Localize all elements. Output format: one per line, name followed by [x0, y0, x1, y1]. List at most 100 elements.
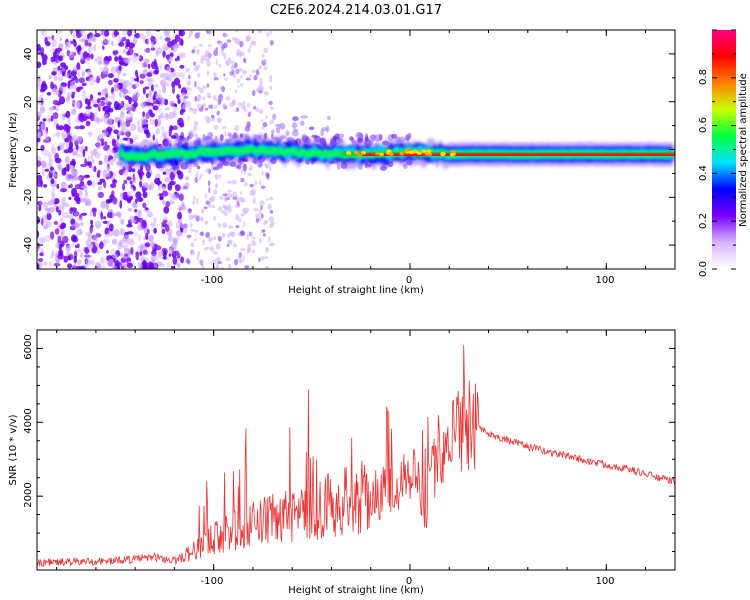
spectrogram-blob	[232, 37, 237, 41]
spectrogram-blob	[216, 257, 222, 262]
spectrogram-blob	[240, 102, 246, 110]
spectrogram-blob	[258, 83, 263, 90]
spectrogram-blob	[192, 201, 196, 205]
spectrogram-blob	[238, 252, 242, 258]
spectrogram-blob	[151, 84, 154, 92]
spectrogram-blob	[45, 136, 49, 142]
spectrogram-blob	[188, 107, 194, 112]
spectrogram-blob	[167, 176, 171, 182]
spectrogram-blob	[225, 59, 231, 67]
spectrogram-blob	[215, 58, 218, 66]
spectrogram-blob	[53, 262, 61, 267]
spectrogram-blob	[168, 128, 172, 137]
spectrogram-blob	[192, 108, 198, 115]
spectrogram-blob	[55, 243, 60, 249]
spectrogram-blob	[185, 181, 189, 188]
spectrogram-blob	[239, 259, 243, 264]
spectrogram-blob	[37, 263, 40, 269]
spectrogram-blob	[209, 197, 213, 204]
spectrogram-blob	[44, 36, 48, 45]
spectrogram-blob	[234, 258, 239, 266]
spectrogram-blob	[138, 234, 142, 242]
spectrogram-blob	[257, 30, 263, 34]
spectrogram-blob	[122, 49, 126, 54]
spectrogram-blob	[125, 46, 129, 50]
spectrogram-blob	[219, 85, 223, 90]
spectrogram-blob	[107, 73, 114, 79]
spectrogram-blob	[156, 245, 162, 251]
spectrogram-blob	[97, 136, 101, 142]
spectrogram-blob	[162, 85, 167, 94]
spectrogram-blob	[162, 199, 166, 206]
spectrogram-blob	[144, 86, 150, 90]
spectrogram-blob	[234, 124, 239, 132]
spectrogram-blob	[87, 244, 92, 250]
spectrogram-blob	[127, 250, 131, 258]
spectrogram-blob	[163, 219, 168, 223]
spectrogram-blob	[222, 103, 227, 109]
spectrogram-blob	[157, 118, 162, 127]
spectrogram-blob	[255, 213, 260, 219]
spectrogram-blob	[131, 219, 137, 223]
spectrogram-blob	[96, 249, 100, 254]
spectrogram-blob	[238, 67, 243, 72]
top-y-tick-label: -20	[23, 189, 34, 205]
spectrogram-blob	[122, 170, 129, 176]
spectrogram-blob	[169, 100, 175, 106]
spectrogram-blob	[49, 166, 54, 171]
spectrogram-blob	[69, 160, 76, 166]
spectrogram-blob	[162, 250, 167, 258]
spectrogram-blob	[136, 93, 140, 98]
spectrogram-blob	[334, 133, 340, 139]
spectrogram-blob	[184, 101, 187, 105]
spectrogram-blob	[92, 183, 95, 189]
spectrogram-blob	[89, 94, 94, 101]
spectrogram-blob	[136, 120, 140, 128]
spectrogram-blob	[37, 137, 41, 143]
spectrogram-blob	[173, 77, 180, 86]
spectrogram-blob	[268, 236, 271, 243]
spectrogram-blob	[261, 53, 265, 59]
spectrogram-blob	[164, 224, 170, 232]
spectrogram-blob	[253, 105, 257, 110]
spectrogram-blob	[276, 126, 281, 134]
ridge-hotspot	[354, 150, 359, 155]
spectrogram-blob	[188, 74, 191, 80]
spectrogram-blob	[225, 96, 231, 101]
spectrogram-blob	[263, 47, 269, 54]
colorbar-ticks	[712, 29, 736, 270]
spectrogram-blob	[37, 225, 40, 231]
spectrogram-blob	[247, 112, 251, 118]
spectrogram-blob	[212, 95, 217, 101]
spectrogram-blob	[215, 47, 218, 51]
spectrogram-blob	[107, 258, 114, 267]
spectrogram-blob	[258, 109, 264, 115]
spectrogram-blob	[59, 37, 62, 42]
spectrogram-blob	[215, 183, 219, 187]
spectrogram-blob	[292, 122, 298, 129]
top-x-axis-label: Height of straight line (km)	[288, 285, 424, 296]
spectrogram-blob	[159, 35, 162, 41]
spectrogram-blob	[92, 211, 97, 217]
spectrogram-blob	[90, 150, 97, 156]
spectrogram-blob	[194, 176, 198, 183]
spectrogram-blob	[163, 206, 170, 214]
spectrogram-blob	[154, 254, 159, 261]
spectrogram-blob	[194, 238, 198, 242]
spectrogram-blob	[260, 185, 266, 189]
spectrogram-blob	[228, 239, 233, 244]
spectrogram-blob	[79, 266, 86, 269]
spectrogram-blob	[249, 183, 254, 188]
spectrogram-blob	[74, 196, 80, 202]
spectrogram-blob	[274, 123, 282, 127]
spectrogram-blob	[149, 118, 156, 125]
spectrogram-blob	[177, 117, 184, 127]
spectrogram-blob	[87, 155, 91, 162]
spectrogram-blob	[234, 62, 238, 69]
spectrogram-blob	[269, 85, 273, 90]
spectrogram-blob	[260, 256, 265, 261]
spectrogram-blob	[113, 152, 119, 159]
spectrogram-blob	[48, 206, 55, 213]
spectrogram-blob	[232, 191, 238, 198]
spectrogram-blob	[70, 218, 76, 226]
